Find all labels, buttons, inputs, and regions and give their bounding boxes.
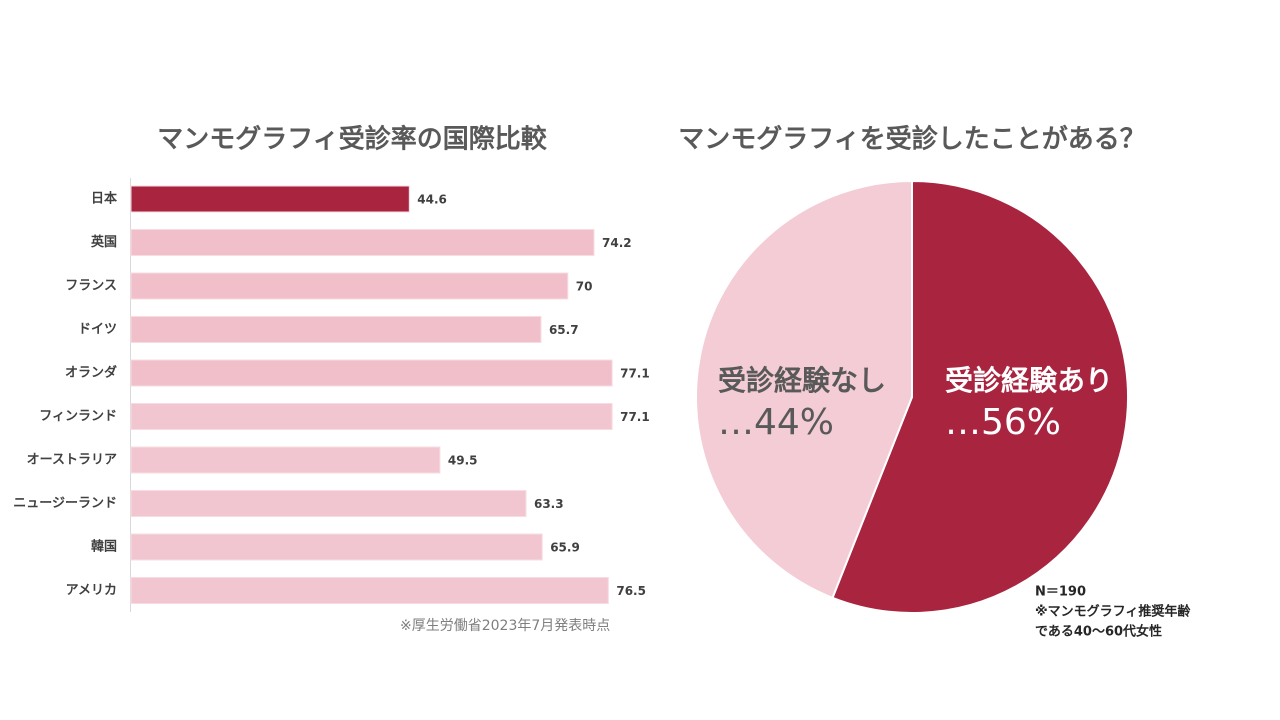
category-label: ニュージーランド (13, 496, 117, 511)
bar (130, 577, 609, 604)
category-label: アメリカ (66, 583, 117, 598)
category-label: オーストラリア (27, 453, 117, 468)
pie-note: である40〜60代女性 (1035, 624, 1162, 640)
category-label: フィンランド (39, 409, 117, 424)
slice-category: 受診経験なし (718, 364, 886, 397)
bar (130, 533, 543, 561)
bar (130, 185, 410, 213)
value-label: 44.6 (417, 193, 447, 207)
bar (130, 490, 527, 517)
category-label: 英国 (90, 234, 117, 250)
value-label: 76.5 (616, 584, 646, 598)
pie-slice (695, 179, 913, 600)
bar-note: ※厚生労働省2023年7月発表時点 (400, 618, 610, 634)
category-label: 日本 (91, 191, 117, 207)
category-label: 韓国 (91, 539, 117, 555)
value-label: 63.3 (534, 497, 564, 511)
category-label: オランダ (65, 365, 117, 381)
bar (130, 272, 569, 300)
bar (130, 316, 542, 343)
value-label: 77.1 (620, 410, 650, 424)
slice-category: 受診経験あり (945, 364, 1113, 397)
value-label: 49.5 (448, 454, 478, 468)
bar (130, 359, 613, 387)
category-label: フランス (65, 279, 117, 294)
value-label: 77.1 (620, 367, 650, 381)
value-label: 65.7 (549, 323, 579, 337)
pie-slice (831, 179, 1129, 614)
slice-value-label: …44% (718, 402, 834, 443)
bar (130, 403, 613, 430)
pie-note: N＝190 (1035, 585, 1086, 600)
bar (130, 446, 441, 474)
pie-note: ※マンモグラフィ推奨年齢 (1035, 604, 1191, 620)
value-label: 74.2 (602, 236, 632, 250)
bar-title: マンモグラフィ受診率の国際比較 (157, 124, 547, 155)
value-label: 65.9 (550, 541, 580, 555)
bar (130, 229, 595, 256)
category-label: ドイツ (78, 322, 117, 337)
pie-title: マンモグラフィを受診したことがある？ (678, 124, 1145, 155)
value-label: 70 (576, 280, 593, 294)
slice-value-label: …56% (945, 402, 1061, 443)
